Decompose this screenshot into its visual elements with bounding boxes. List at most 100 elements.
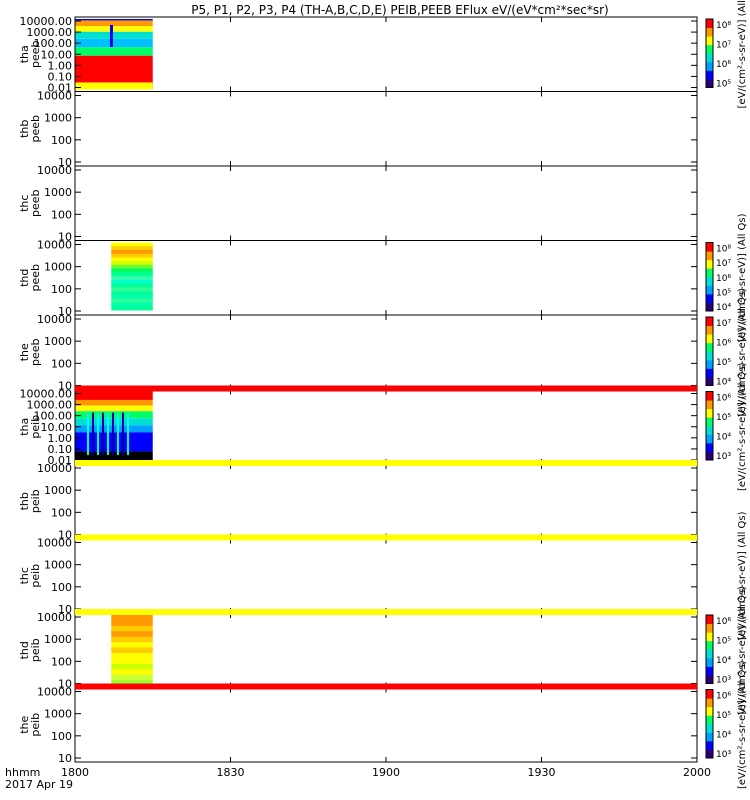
data-band xyxy=(111,253,153,258)
y-tick-label: 10 xyxy=(58,678,72,691)
colorbar-segment xyxy=(706,293,713,303)
data-band xyxy=(111,625,153,632)
panel-label: thc xyxy=(18,195,31,212)
colorbar-segment xyxy=(706,325,713,335)
panel-label: peeb xyxy=(29,40,42,68)
colorbar-segment xyxy=(706,698,713,708)
data-band xyxy=(75,405,153,412)
colorbar-frame xyxy=(705,242,714,312)
colorbar-segment xyxy=(706,649,713,659)
data-band xyxy=(111,674,153,681)
panel-label: thd xyxy=(18,269,31,287)
x-tick-label: 1900 xyxy=(372,766,400,779)
y-tick-label: 100 xyxy=(51,134,72,147)
colorbar-tick-label: 10⁴ xyxy=(716,433,731,443)
data-band xyxy=(75,47,153,56)
panel-label: thd xyxy=(18,641,31,659)
y-tick-label: 0.01 xyxy=(48,454,73,467)
y-tick-label: 100.00 xyxy=(34,410,73,423)
colorbar-segment xyxy=(706,78,713,88)
colorbar-tick-label: 10⁷ xyxy=(716,41,731,51)
colorbar-tick-label: 10⁴ xyxy=(716,378,731,388)
data-band xyxy=(111,257,153,262)
panel-group: 10000.001000.00100.0010.001.000.100.01th… xyxy=(18,0,748,789)
colorbar-tick-label: 10³ xyxy=(716,676,731,686)
panel-label: peeb xyxy=(29,115,42,143)
y-tick-label: 1000 xyxy=(44,484,72,497)
colorbar-frame xyxy=(705,316,714,386)
y-tick-label: 1000 xyxy=(44,261,72,274)
colorbar-tick-label: 10³ xyxy=(716,452,731,462)
colorbar-tick-label: 10⁵ xyxy=(716,711,731,721)
panel-label: peib xyxy=(29,713,42,737)
panel-label: peib xyxy=(29,564,42,588)
colorbar-segment xyxy=(706,657,713,667)
panel-frame xyxy=(74,91,698,167)
colorbar-segment xyxy=(706,285,713,295)
data-band xyxy=(111,261,153,266)
colorbar-segment xyxy=(706,640,713,650)
colorbar-tick-label: 10⁷ xyxy=(716,259,731,269)
y-tick-label: 10.00 xyxy=(41,421,73,434)
data-band xyxy=(111,272,153,277)
data-band xyxy=(111,663,153,670)
colorbar-segment xyxy=(706,334,713,344)
colorbar-segment xyxy=(706,451,713,461)
colorbar-tick-label: 10⁶ xyxy=(716,60,731,70)
colorbar-segment xyxy=(706,44,713,54)
y-tick-label: 0.01 xyxy=(48,82,73,95)
data-band xyxy=(111,642,153,649)
y-tick-label: 1000 xyxy=(44,708,72,721)
colorbar-segment xyxy=(706,36,713,46)
data-band xyxy=(111,246,153,251)
x-tick-label: 2000 xyxy=(683,766,711,779)
colorbar-segment xyxy=(706,417,713,427)
y-tick-label: 0.10 xyxy=(48,443,73,456)
colorbar: 10⁶ 10⁵ 10⁴ 10³ xyxy=(705,689,731,760)
colorbar-segment xyxy=(706,740,713,750)
colorbar-segment xyxy=(706,425,713,435)
colorbar-segment xyxy=(706,19,713,29)
y-tick-label: 1000 xyxy=(44,559,72,572)
data-band xyxy=(75,38,153,48)
data-band xyxy=(75,55,153,74)
colorbar: 10⁶ 10⁵ 10⁴ 10³ xyxy=(705,614,731,686)
colorbar-segment xyxy=(706,723,713,733)
y-tick-label: 100 xyxy=(51,283,72,296)
y-tick-label: 1.00 xyxy=(48,432,73,445)
panel-label: tha xyxy=(18,45,31,63)
colorbar-segment xyxy=(706,268,713,278)
colorbar-segment xyxy=(706,623,713,633)
data-streak xyxy=(112,412,114,455)
colorbar-segment xyxy=(706,351,713,361)
data-band xyxy=(111,280,153,285)
y-tick-label: 10000 xyxy=(37,537,72,550)
y-tick-label: 1000.00 xyxy=(27,26,73,39)
date-label: 2017 Apr 19 xyxy=(5,778,73,791)
y-tick-label: 10000.00 xyxy=(20,15,73,28)
colorbar-segment xyxy=(706,359,713,369)
data-streak xyxy=(117,412,119,455)
y-tick-label: 1000.00 xyxy=(27,399,73,412)
data-band xyxy=(111,669,153,676)
y-tick-label: 10 xyxy=(58,380,72,393)
data-band xyxy=(111,250,153,255)
data-band xyxy=(111,291,153,296)
data-band xyxy=(111,276,153,281)
panel-label: peeb xyxy=(29,264,42,292)
data-band xyxy=(111,680,153,686)
data-streak xyxy=(87,412,89,455)
data-band xyxy=(75,20,153,27)
y-tick-label: 10000 xyxy=(37,686,72,699)
colorbar-segment xyxy=(706,61,713,71)
chart-title: P5, P1, P2, P3, P4 (TH-A,B,C,D,E) PEIB,P… xyxy=(191,3,608,17)
colorbar-frame xyxy=(705,391,714,461)
data-streak xyxy=(109,25,113,47)
x-tick-label: 1800 xyxy=(61,766,89,779)
spectrogram-data xyxy=(111,242,153,311)
colorbar-tick-label: 10⁴ xyxy=(716,656,731,666)
colorbar-segment xyxy=(706,706,713,716)
